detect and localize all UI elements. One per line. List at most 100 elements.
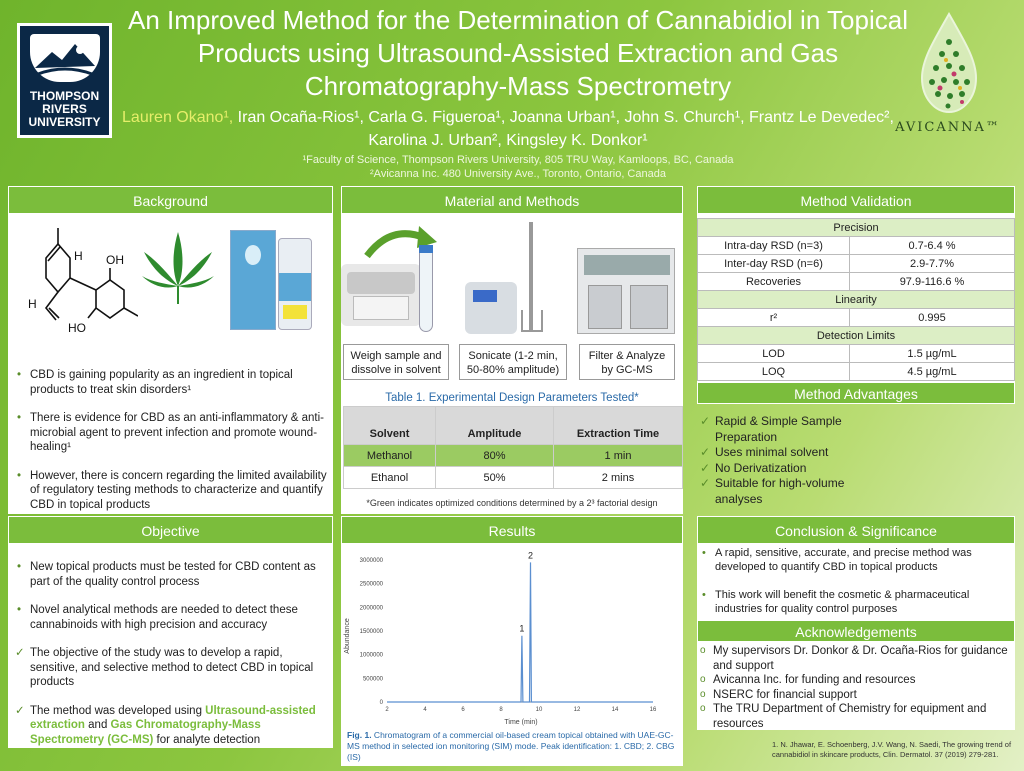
table-row: Ethanol 50% 2 mins: [343, 466, 683, 489]
table-cell: Recoveries: [697, 272, 850, 291]
highlight-gcms: Gas Chromatography-Mass Spectrometry (GC…: [30, 719, 261, 746]
step-sonicate: Sonicate (1-2 min, 50-80% amplitude): [459, 344, 567, 380]
conclusion-panel: Conclusion & Significance A rapid, sensi…: [697, 516, 1015, 620]
table-cell: Ethanol: [343, 466, 436, 489]
affiliations: ¹Faculty of Science, Thompson Rivers Uni…: [118, 153, 918, 181]
table-footnote: *Green indicates optimized conditions de…: [366, 498, 658, 508]
first-author: Lauren Okano¹,: [122, 109, 234, 126]
affiliation-2: ²Avicanna Inc. 480 University Ave., Toro…: [370, 168, 666, 180]
x-tick-label: 4: [423, 707, 427, 713]
section-row: Linearity: [697, 290, 1015, 309]
table-cell: 1.5 µg/mL: [849, 344, 1015, 363]
table-cell: 0.7-6.4 %: [849, 236, 1015, 255]
tru-emblem-icon: [30, 34, 100, 82]
sonicator-image: [465, 282, 517, 334]
peak-label: 1: [519, 624, 524, 634]
table-cell: 0.995: [849, 308, 1015, 327]
x-tick-label: 10: [536, 707, 543, 713]
x-tick-label: 14: [612, 707, 619, 713]
list-item: The method was developed using Ultrasoun…: [14, 704, 328, 748]
table-cell: Intra-day RSD (n=3): [697, 236, 850, 255]
table-row: LOQ 4.5 µg/mL: [697, 362, 1015, 381]
acknowledgements-title: Acknowledgements: [697, 620, 1015, 642]
highlight-uae: Ultrasound-assisted extraction: [30, 704, 316, 732]
affiliation-1: ¹Faculty of Science, Thompson Rivers Uni…: [302, 154, 734, 166]
x-tick-label: 16: [650, 707, 657, 713]
conclusion-bullets: A rapid, sensitive, accurate, and precis…: [699, 546, 1011, 630]
table-cell: LOD: [697, 344, 850, 363]
list-item: A rapid, sensitive, accurate, and precis…: [699, 546, 1011, 574]
x-tick-label: 6: [461, 707, 465, 713]
list-item: Novel analytical methods are needed to d…: [14, 603, 328, 632]
list-item: The objective of the study was to develo…: [14, 646, 328, 690]
list-item: NSERC for financial support: [697, 688, 1013, 703]
arrow-icon: [364, 226, 437, 259]
molecule-h-upper: H: [74, 249, 83, 263]
methods-title: Material and Methods: [341, 186, 683, 214]
table-cell: 97.9-116.6 %: [849, 272, 1015, 291]
cannabis-leaf-icon: [142, 232, 214, 304]
validation-title: Method Validation: [697, 186, 1015, 214]
tru-logo: THOMPSON RIVERS UNIVERSITY: [17, 23, 112, 138]
design-table: Solvent Amplitude Extraction Time Methan…: [343, 406, 683, 489]
table-row: LOD 1.5 µg/mL: [697, 344, 1015, 363]
y-tick-label: 500000: [363, 676, 384, 682]
list-item: Avicanna Inc. for funding and resources: [697, 673, 1013, 688]
table-cell: LOQ: [697, 362, 850, 381]
y-tick-label: 2000000: [360, 605, 384, 611]
acknowledgements-list: My supervisors Dr. Donkor & Dr. Ocaña-Ri…: [697, 644, 1013, 731]
peak-label: 2: [528, 550, 533, 560]
table-cell: 80%: [435, 444, 554, 467]
list-item: CBD is gaining popularity as an ingredie…: [14, 368, 328, 397]
table-header: Amplitude: [435, 406, 554, 445]
objective-panel: Objective New topical products must be t…: [8, 516, 333, 748]
cream-jar-image: [341, 264, 421, 326]
product-box-image: [230, 230, 276, 330]
sonicator-probe-image: [529, 222, 533, 332]
chromatogram-chart: 0 500000 1000000 1500000 2000000 2500000 30000…: [344, 550, 657, 726]
x-tick-label: 8: [499, 707, 503, 713]
background-title: Background: [8, 186, 333, 214]
background-panel: Background H OH H HO: [8, 186, 333, 514]
table-header: Solvent: [343, 406, 436, 445]
figure-caption: Fig. 1. Chromatogram of a commercial oil…: [347, 730, 679, 763]
table-row: r² 0.995: [697, 308, 1015, 327]
advantages-title: Method Advantages: [697, 382, 1015, 404]
results-title: Results: [341, 516, 683, 544]
table-caption: Table 1. Experimental Design Parameters …: [385, 392, 639, 404]
acknowledgements-panel: Acknowledgements My supervisors Dr. Donk…: [697, 620, 1015, 730]
y-tick-label: 0: [380, 700, 384, 706]
y-tick-label: 1000000: [360, 653, 384, 659]
section-row: Precision: [697, 218, 1015, 237]
table-header: Extraction Time: [553, 406, 683, 445]
molecule-oh: OH: [106, 253, 124, 267]
section-row: Detection Limits: [697, 326, 1015, 345]
caption-text: Chromatogram of a commercial oil-based c…: [347, 730, 675, 762]
table-cell: Methanol: [343, 444, 436, 467]
list-item: No Derivatization: [699, 461, 869, 477]
y-tick-label: 3000000: [360, 558, 384, 564]
text: The method was developed using: [30, 704, 206, 717]
list-item: Suitable for high-volume analyses: [699, 476, 869, 507]
cbd-molecule-diagram: H OH H HO: [28, 228, 138, 335]
x-tick-label: 12: [574, 707, 581, 713]
validation-panel: Method Validation Precision Intra-day RS…: [697, 186, 1015, 382]
table-cell: Inter-day RSD (n=6): [697, 254, 850, 273]
step-filter-analyze: Filter & Analyze by GC-MS: [579, 344, 675, 380]
reference: 1. N. Jhawar, E. Schoenberg, J.V. Wang, …: [772, 740, 1012, 759]
table-row: Recoveries 97.9-116.6 %: [697, 272, 1015, 291]
caption-label: Fig. 1.: [347, 730, 372, 740]
table-cell: 50%: [435, 466, 554, 489]
author-list: Lauren Okano¹, Iran Ocaña-Rios¹, Carla G…: [118, 106, 898, 152]
linearity-label: Linearity: [697, 290, 1015, 309]
objective-title: Objective: [8, 516, 333, 544]
tru-logo-text: THOMPSON RIVERS UNIVERSITY: [28, 89, 101, 129]
y-tick-label: 1500000: [360, 629, 384, 635]
list-item: This work will benefit the cosmetic & ph…: [699, 588, 1011, 616]
x-tick-label: 2: [385, 707, 389, 713]
list-item: The TRU Department of Chemistry for equi…: [697, 702, 1013, 731]
table-row: Inter-day RSD (n=6) 2.9-7.7%: [697, 254, 1015, 273]
molecule-ho: HO: [68, 321, 86, 335]
centrifuge-tube-image: [419, 245, 433, 332]
advantages-list: Rapid & Simple Sample Preparation Uses m…: [699, 414, 869, 507]
